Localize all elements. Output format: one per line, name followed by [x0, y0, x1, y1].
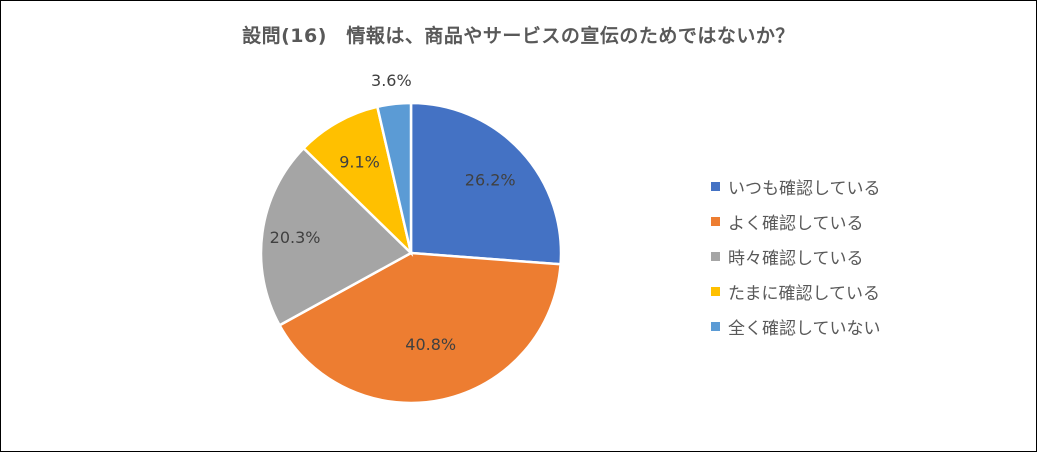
legend-label-2: よく確認している	[728, 214, 864, 234]
legend-item-4: たまに確認している	[711, 274, 881, 309]
legend-swatch-2	[711, 217, 720, 226]
legend-item-3: 時々確認している	[711, 239, 881, 274]
data-label-3: 20.3%	[270, 228, 321, 247]
legend-swatch-1	[711, 182, 720, 191]
legend-item-1: いつも確認している	[711, 169, 881, 204]
pie-slice-4	[301, 105, 414, 257]
legend-swatch-4	[711, 287, 720, 296]
data-label-5: 3.6%	[371, 71, 412, 90]
chart-title: 設問(16) 情報は、商品やサービスの宣伝のためではないか？	[242, 25, 795, 47]
data-label-4: 9.1%	[339, 152, 380, 171]
pie-slice-3	[259, 146, 414, 327]
legend-swatch-5	[711, 322, 720, 331]
legend: いつも確認している よく確認している 時々確認している たまに確認している 全く確認して…	[711, 169, 881, 344]
data-label-1: 26.2%	[465, 171, 516, 190]
legend-label-4: たまに確認している	[728, 284, 880, 304]
pie-slice-2	[277, 251, 562, 405]
legend-label-5: 全く確認していない	[728, 319, 881, 339]
legend-label-1: いつも確認している	[728, 179, 881, 199]
pie-slice-5	[375, 101, 413, 254]
legend-item-5: 全く確認していない	[711, 309, 881, 344]
pie-slice-1	[409, 101, 563, 266]
legend-label-3: 時々確認している	[728, 249, 864, 269]
legend-swatch-3	[711, 252, 720, 261]
legend-item-2: よく確認している	[711, 204, 881, 239]
data-label-2: 40.8%	[405, 335, 456, 354]
